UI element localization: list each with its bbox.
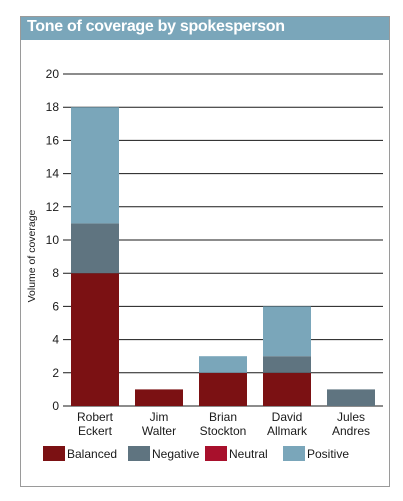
bar-segment-balanced — [199, 372, 247, 406]
legend-swatch — [205, 446, 227, 461]
bar-segment-negative — [263, 356, 311, 373]
legend-label: Positive — [307, 447, 349, 461]
y-tick-label: 14 — [46, 167, 60, 181]
y-axis-label: Volume of coverage — [26, 209, 38, 302]
legend-label: Neutral — [229, 447, 268, 461]
y-tick-label: 0 — [52, 399, 59, 413]
x-tick-label: Jules Andres — [332, 410, 370, 438]
bar-segment-balanced — [263, 372, 311, 406]
bar-segment-balanced — [71, 273, 119, 406]
legend-swatch — [128, 446, 150, 461]
x-tick-label: David Allmark — [267, 410, 308, 438]
bar-segment-negative — [71, 223, 119, 274]
chart-frame: Tone of coverage by spokesperson 0 2 4 6 8 10… — [20, 16, 390, 487]
y-tick-label: 12 — [46, 200, 60, 214]
bar-segment-positive — [263, 306, 311, 357]
bar-segment-balanced — [135, 389, 183, 406]
y-tick-label: 10 — [46, 233, 60, 247]
y-tick-label: 4 — [52, 333, 59, 347]
x-tick-label: Jim Walter — [142, 410, 176, 438]
bar-segment-negative — [327, 389, 375, 406]
y-tick-label: 16 — [46, 133, 60, 147]
legend-label: Negative — [152, 447, 200, 461]
x-tick-label: Robert Eckert — [77, 410, 114, 438]
stacked-bar-chart: 0 2 4 6 8 10 12 14 16 18 20 Volume of coverage Rober… — [26, 67, 383, 461]
y-tick-label: 20 — [46, 67, 60, 81]
y-tick-label: 8 — [52, 266, 59, 280]
title-bar: Tone of coverage by spokesperson — [21, 17, 389, 40]
y-tick-label: 2 — [52, 366, 59, 380]
bar-segment-positive — [71, 107, 119, 224]
legend-label: Balanced — [67, 447, 117, 461]
y-tick-label: 6 — [52, 299, 59, 313]
y-tick-label: 18 — [46, 100, 60, 114]
x-tick-label: Brian Stockton — [200, 410, 247, 438]
chart-title: Tone of coverage by spokesperson — [27, 18, 285, 35]
bar-segment-positive — [199, 356, 247, 373]
legend-swatch — [283, 446, 305, 461]
legend-swatch — [43, 446, 65, 461]
